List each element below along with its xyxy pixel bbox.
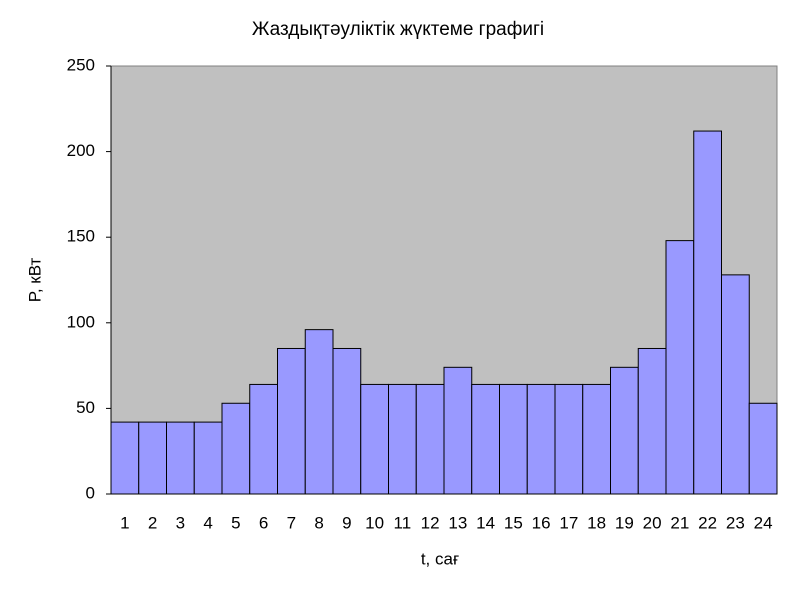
x-tick-label: 4 bbox=[203, 513, 212, 532]
y-tick-label: 150 bbox=[67, 227, 95, 246]
chart-title: Жаздықтәуліктік жүктеме графигі bbox=[252, 19, 544, 40]
x-tick-label: 19 bbox=[615, 513, 634, 532]
bar bbox=[471, 383, 500, 495]
bar bbox=[693, 130, 722, 495]
y-tick-label: 50 bbox=[76, 398, 95, 417]
x-tick-label: 14 bbox=[476, 513, 495, 532]
bar bbox=[637, 347, 667, 495]
bar bbox=[665, 240, 695, 495]
bar bbox=[110, 421, 140, 495]
bar bbox=[610, 366, 639, 495]
y-tick-label: 200 bbox=[67, 141, 95, 160]
bar bbox=[138, 421, 167, 495]
bar bbox=[554, 383, 584, 495]
x-tick-label: 3 bbox=[176, 513, 185, 532]
x-tick-label: 8 bbox=[314, 513, 323, 532]
x-tick-label: 1 bbox=[120, 513, 129, 532]
bar bbox=[221, 402, 251, 495]
bar bbox=[166, 421, 195, 495]
x-tick-label: 22 bbox=[698, 513, 717, 532]
bar bbox=[360, 383, 389, 495]
bar bbox=[332, 347, 362, 495]
x-tick-label: 9 bbox=[342, 513, 351, 532]
bar bbox=[499, 383, 528, 495]
x-tick-label: 2 bbox=[148, 513, 157, 532]
x-tick-label: 17 bbox=[559, 513, 578, 532]
x-tick-label: 12 bbox=[421, 513, 440, 532]
bar bbox=[193, 421, 223, 495]
bar bbox=[748, 402, 778, 495]
x-tick-label: 7 bbox=[287, 513, 296, 532]
x-tick-label: 15 bbox=[504, 513, 523, 532]
y-tick-label: 250 bbox=[67, 55, 95, 74]
bar bbox=[277, 347, 306, 495]
bar bbox=[721, 274, 750, 495]
x-tick-label: 13 bbox=[448, 513, 467, 532]
x-tick-label: 16 bbox=[532, 513, 551, 532]
x-tick-label: 5 bbox=[231, 513, 240, 532]
y-tick-label: 100 bbox=[67, 312, 95, 331]
x-tick-label: 20 bbox=[643, 513, 662, 532]
bar bbox=[526, 383, 556, 495]
x-tick-label: 18 bbox=[587, 513, 606, 532]
bar bbox=[582, 383, 611, 495]
x-tick-label: 11 bbox=[394, 513, 412, 532]
x-axis-label: t, сағ bbox=[421, 549, 459, 568]
bar bbox=[443, 366, 473, 495]
x-tick-label: 23 bbox=[726, 513, 745, 532]
x-tick-label: 6 bbox=[259, 513, 268, 532]
bar bbox=[415, 383, 445, 495]
y-tick-label: 0 bbox=[86, 483, 95, 502]
bar bbox=[304, 329, 334, 495]
x-tick-label: 21 bbox=[670, 513, 689, 532]
x-tick-label: 10 bbox=[365, 513, 384, 532]
x-tick-label: 24 bbox=[754, 513, 773, 532]
bar bbox=[249, 383, 278, 495]
y-axis-label: P, кВт bbox=[25, 257, 44, 302]
bar bbox=[388, 383, 417, 495]
